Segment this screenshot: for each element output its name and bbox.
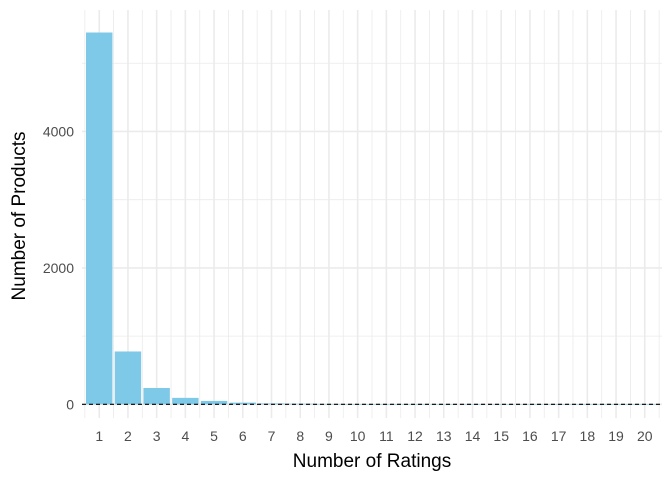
x-tick-label: 18 [580,428,596,444]
x-tick-label: 1 [95,428,103,444]
grid-lines [82,10,662,418]
x-axis-tick-labels: 1 2 3 4 5 6 7 8 9 10 11 12 13 14 15 16 17 18 19 20 [95,428,652,444]
x-tick-label: 16 [522,428,538,444]
y-axis-tick-labels: 0 2000 4000 [43,123,74,412]
x-tick-label: 7 [268,428,276,444]
bar-13 [430,404,457,405]
x-tick-label: 20 [637,428,653,444]
bar-12 [401,404,429,405]
bar-6 [229,402,256,405]
bar-3 [143,387,170,405]
bar-16 [516,404,544,405]
y-tick-label: 4000 [43,123,74,139]
x-tick-label: 6 [239,428,247,444]
x-tick-label: 15 [493,428,509,444]
bar-4 [172,397,199,405]
x-tick-label: 11 [379,428,394,444]
bar-14 [459,404,486,405]
bar-1 [86,32,113,405]
bar-5 [200,400,228,405]
bar-2 [114,351,142,405]
x-tick-label: 19 [608,428,624,444]
x-tick-label: 10 [350,428,366,444]
x-axis-title: Number of Ratings [293,451,451,472]
y-tick-label: 0 [66,396,74,412]
x-tick-label: 9 [325,428,333,444]
x-tick-label: 14 [465,428,481,444]
bar-15 [488,404,515,405]
x-tick-label: 2 [124,428,132,444]
y-axis-title: Number of Products [9,132,30,301]
x-tick-label: 3 [153,428,161,444]
x-tick-label: 8 [296,428,304,444]
x-tick-label: 17 [551,428,567,444]
x-tick-label: 5 [210,428,218,444]
x-tick-label: 13 [436,428,452,444]
y-tick-label: 2000 [43,260,74,276]
x-tick-label: 4 [181,428,189,444]
x-tick-label: 12 [407,428,423,444]
